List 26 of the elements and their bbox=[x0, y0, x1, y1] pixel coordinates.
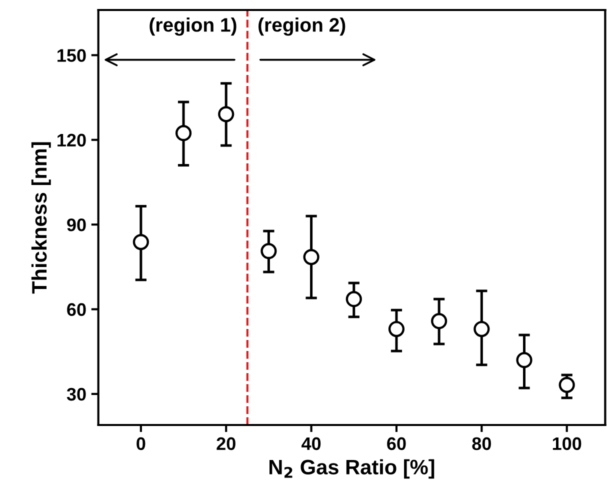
x-tick-label: 60 bbox=[387, 437, 406, 450]
point bbox=[260, 243, 277, 260]
point bbox=[516, 352, 532, 368]
point bbox=[132, 234, 149, 250]
point bbox=[388, 320, 405, 338]
point bbox=[474, 320, 490, 338]
y-tick-label: 120 bbox=[58, 134, 86, 147]
x-axis-title: N$_{2}$ Gas Ratio [%] bbox=[270, 459, 434, 479]
point bbox=[175, 125, 192, 142]
x-tick-label: 80 bbox=[472, 437, 491, 450]
x-tick-label: 20 bbox=[216, 437, 236, 450]
point bbox=[346, 291, 362, 308]
x-tick-label: 100 bbox=[552, 437, 582, 450]
point bbox=[558, 376, 575, 393]
y-tick-label: 60 bbox=[67, 303, 86, 316]
y-tick-label: 30 bbox=[66, 388, 86, 401]
y-tick-label: 150 bbox=[58, 49, 86, 62]
point bbox=[431, 313, 448, 330]
point bbox=[218, 106, 234, 122]
annotation: (region 1) bbox=[150, 17, 236, 36]
x-tick-label: 0 bbox=[136, 437, 146, 450]
annotation: (region 2) bbox=[258, 17, 346, 36]
y-tick-label: 90 bbox=[67, 218, 86, 232]
y-axis-title: Thickness [nm] bbox=[31, 142, 51, 294]
point bbox=[303, 248, 320, 266]
x-tick-label: 40 bbox=[302, 437, 321, 450]
